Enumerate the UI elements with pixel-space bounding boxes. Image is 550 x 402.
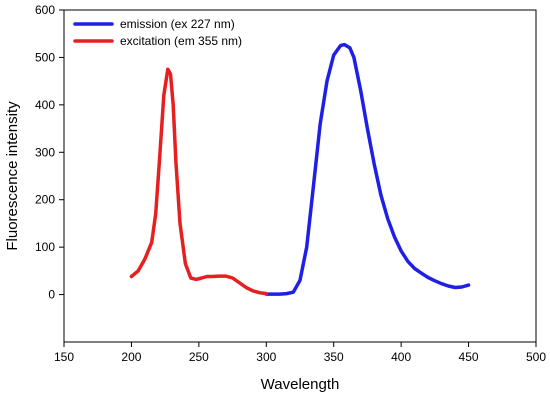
y-tick-label: 300 [35,145,55,159]
y-tick-label: 100 [35,240,55,254]
x-tick-label: 300 [256,350,276,364]
y-tick-label: 200 [35,193,55,207]
series-line-1 [129,67,269,296]
x-axis-title: Wavelength [261,376,340,393]
legend-label: excitation (em 355 nm) [120,34,242,48]
legend-label: emission (ex 227 nm) [120,17,235,31]
legend: emission (ex 227 nm) excitation (em 355 n… [73,17,242,48]
axis-ticks: 150 200 250 300 350 400 450 500 0 100 200 300 400 500… [35,3,546,364]
y-tick-label: 400 [35,98,55,112]
series-line-0 [264,42,471,296]
y-tick-label: 500 [35,50,55,64]
y-tick-label: 600 [35,3,55,17]
x-tick-label: 450 [459,350,479,364]
x-tick-label: 150 [54,350,74,364]
x-tick-label: 500 [526,350,546,364]
y-tick-label: 0 [48,288,55,302]
series-lines [129,42,471,296]
x-tick-label: 250 [189,350,209,364]
y-axis-title: Fluorescence intensity [4,101,21,251]
x-tick-label: 200 [121,350,141,364]
plot-frame [63,9,537,343]
x-tick-label: 400 [391,350,411,364]
x-tick-label: 350 [324,350,344,364]
